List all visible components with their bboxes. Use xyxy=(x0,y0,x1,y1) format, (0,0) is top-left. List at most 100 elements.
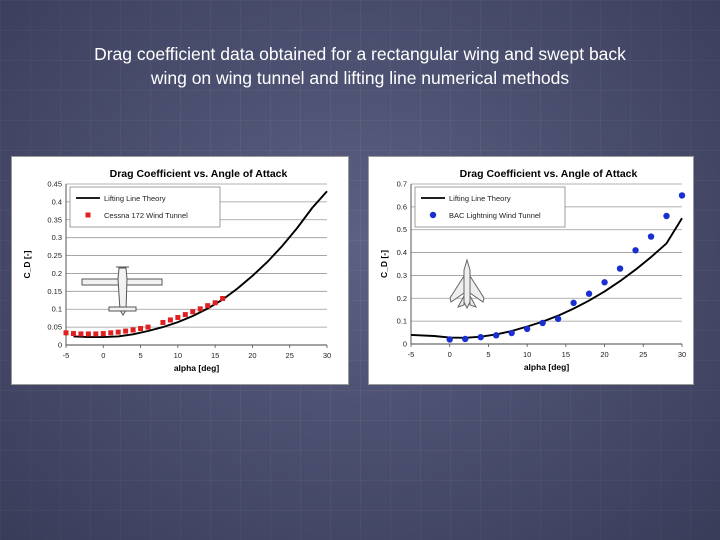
slide-title: Drag coefficient data obtained for a rec… xyxy=(30,42,690,90)
legend-label: BAC Lightning Wind Tunnel xyxy=(449,211,541,220)
wind-tunnel-data-point xyxy=(197,306,203,312)
x-tick-label: -5 xyxy=(63,351,70,360)
wind-tunnel-data-point xyxy=(190,309,196,315)
legend-label: Lifting Line Theory xyxy=(449,194,511,203)
wind-tunnel-data-point xyxy=(678,192,686,199)
legend-marker-swatch xyxy=(429,211,437,219)
wind-tunnel-data-point xyxy=(647,233,655,240)
x-tick-label: 20 xyxy=(248,351,256,360)
x-tick-label: 30 xyxy=(678,350,686,359)
y-tick-label: 0.1 xyxy=(52,305,62,314)
x-tick-label: 0 xyxy=(448,350,452,359)
wind-tunnel-data-point xyxy=(175,314,181,320)
wind-tunnel-data-point xyxy=(212,300,218,306)
cessna-tail xyxy=(108,306,137,312)
y-tick-label: 0.15 xyxy=(47,287,62,296)
x-tick-label: 15 xyxy=(211,351,219,360)
x-tick-label: 5 xyxy=(486,350,490,359)
y-tick-label: 0.05 xyxy=(47,323,62,332)
wind-tunnel-data-point xyxy=(492,332,500,339)
y-tick-label: 0.5 xyxy=(397,225,407,234)
y-tick-label: 0.2 xyxy=(397,294,407,303)
swept-wing-jet-icon xyxy=(449,258,485,310)
jet-tailplanes xyxy=(456,295,478,308)
y-axis-label: C_D [-] xyxy=(379,250,389,278)
left-drag-chart: 00.050.10.150.20.250.30.350.40.45-5 0 5 10 1… xyxy=(22,168,331,373)
x-tick-label: 30 xyxy=(323,351,331,360)
jet-fuselage xyxy=(463,258,471,310)
x-tick-label: 5 xyxy=(138,351,142,360)
wind-tunnel-data-point xyxy=(205,303,211,309)
lifting-line-theory-curve xyxy=(410,217,683,339)
wind-tunnel-data-point xyxy=(570,299,577,307)
wind-tunnel-data-point xyxy=(554,315,562,323)
wind-tunnel-data-point xyxy=(616,265,624,272)
lifting-line-theory-curve xyxy=(73,190,328,339)
y-tick-label: 0.1 xyxy=(397,317,407,326)
x-tick-label: 10 xyxy=(523,350,531,359)
wind-tunnel-data-point xyxy=(85,331,91,337)
legend-box xyxy=(414,186,566,228)
y-tick-label: 0 xyxy=(58,341,62,350)
x-tick-label: -5 xyxy=(408,350,415,359)
x-tick-label: 25 xyxy=(639,350,647,359)
wind-tunnel-data-point xyxy=(477,333,484,341)
legend-marker-swatch xyxy=(85,212,91,218)
wind-tunnel-data-point xyxy=(70,331,76,337)
legend-box xyxy=(69,186,221,228)
chart-title: Drag Coefficient vs. Angle of Attack xyxy=(460,168,638,180)
x-axis-label: alpha [deg] xyxy=(174,363,220,373)
wind-tunnel-data-point xyxy=(115,329,121,335)
y-tick-label: 0.6 xyxy=(397,202,407,211)
wind-tunnel-data-point xyxy=(539,319,546,327)
y-tick-label: 0.45 xyxy=(47,180,62,189)
wind-tunnel-data-point xyxy=(160,319,166,325)
legend-label: Lifting Line Theory xyxy=(104,194,166,203)
wind-tunnel-data-point xyxy=(167,317,173,323)
wind-tunnel-data-point xyxy=(145,324,151,330)
y-tick-label: 0 xyxy=(403,340,407,349)
y-tick-label: 0.25 xyxy=(47,251,62,260)
wind-tunnel-data-point xyxy=(446,336,453,343)
slide-title-line-2: wing on wing tunnel and lifting line num… xyxy=(150,68,570,88)
left-chart-panel: 0 0.05 0.1 0.15 0.2 0.25 0.3 0.35 0.4 0.45 -5 0 5 10 1… xyxy=(11,156,349,385)
wind-tunnel-data-point xyxy=(182,312,188,318)
x-tick-label: 25 xyxy=(286,351,294,360)
jet-left-wing xyxy=(449,274,465,303)
y-tick-label: 0.4 xyxy=(52,197,62,206)
x-axis-label: alpha [deg] xyxy=(524,362,570,372)
legend-label: Cessna 172 Wind Tunnel xyxy=(104,211,188,220)
y-axis-label: C_D [-] xyxy=(22,250,32,278)
x-tick-label: 0 xyxy=(101,351,105,360)
wind-tunnel-data-point xyxy=(601,279,608,286)
wind-tunnel-data-point xyxy=(220,295,226,301)
wind-tunnel-data-point xyxy=(108,330,114,336)
wind-tunnel-data-point xyxy=(123,328,129,334)
cessna-plane-icon xyxy=(81,266,163,316)
y-tick-label: 0.7 xyxy=(397,180,407,189)
slide-title-line-1: Drag coefficient data obtained for a rec… xyxy=(94,44,626,64)
jet-right-wing xyxy=(469,274,485,303)
y-tick-label: 0.3 xyxy=(397,271,407,280)
wind-tunnel-data-point xyxy=(130,327,136,333)
chart-title: Drag Coefficient vs. Angle of Attack xyxy=(110,168,288,180)
right-drag-chart: 00.10.20.30.40.50.60.7-5 0 5 10 15 20 25 30Drag… xyxy=(379,168,686,372)
y-tick-label: 0.4 xyxy=(397,248,407,257)
wind-tunnel-data-point xyxy=(100,331,106,337)
wind-tunnel-data-point xyxy=(138,326,144,332)
wind-tunnel-data-point xyxy=(508,329,515,337)
cessna-fuselage xyxy=(117,267,128,316)
x-tick-label: 10 xyxy=(174,351,182,360)
wind-tunnel-data-point xyxy=(78,331,84,337)
x-tick-label: 20 xyxy=(600,350,608,359)
wind-tunnel-data-point xyxy=(93,331,99,337)
right-chart-panel: 0 0.1 0.2 0.3 0.4 0.5 0.6 0.7 -5 0 5 10 15 20 25 30 Drag… xyxy=(368,156,694,385)
y-tick-label: 0.35 xyxy=(47,215,62,224)
x-tick-label: 15 xyxy=(562,350,570,359)
wind-tunnel-data-point xyxy=(63,330,69,336)
wind-tunnel-data-point xyxy=(632,247,639,254)
wind-tunnel-data-point xyxy=(523,325,531,333)
y-tick-label: 0.3 xyxy=(52,233,62,242)
wind-tunnel-data-point xyxy=(462,335,469,343)
y-tick-label: 0.2 xyxy=(52,269,62,278)
